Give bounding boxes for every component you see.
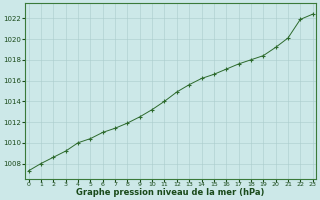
X-axis label: Graphe pression niveau de la mer (hPa): Graphe pression niveau de la mer (hPa) bbox=[76, 188, 265, 197]
